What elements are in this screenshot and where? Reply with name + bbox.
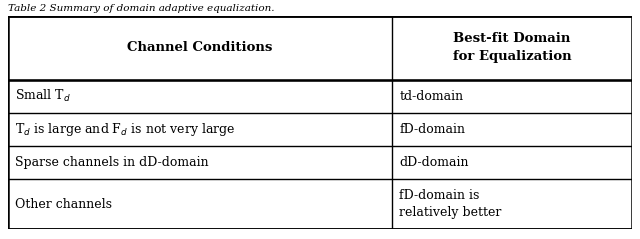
Text: Sparse channels in dD-domain: Sparse channels in dD-domain [15,156,209,169]
Text: Channel Conditions: Channel Conditions [127,41,273,54]
Text: Small T$_d$: Small T$_d$ [15,88,71,104]
Text: fD-domain: fD-domain [399,123,465,136]
Text: dD-domain: dD-domain [399,156,469,169]
Text: Other channels: Other channels [15,198,112,211]
Text: T$_d$ is large and F$_d$ is not very large: T$_d$ is large and F$_d$ is not very lar… [15,121,236,138]
Text: Best-fit Domain
for Equalization: Best-fit Domain for Equalization [452,32,572,63]
Text: fD-domain is
relatively better: fD-domain is relatively better [399,189,502,219]
Text: Table 2 Summary of domain adaptive equalization.: Table 2 Summary of domain adaptive equal… [8,4,274,13]
Text: td-domain: td-domain [399,90,463,103]
